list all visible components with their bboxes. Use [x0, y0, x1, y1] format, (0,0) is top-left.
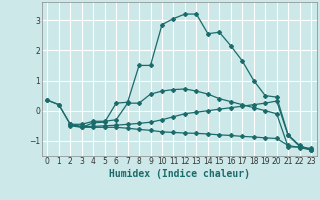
X-axis label: Humidex (Indice chaleur): Humidex (Indice chaleur)	[109, 169, 250, 179]
